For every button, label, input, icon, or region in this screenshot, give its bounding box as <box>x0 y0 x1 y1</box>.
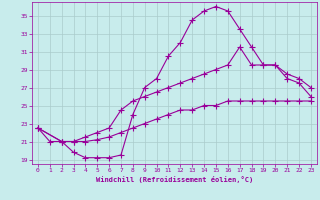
X-axis label: Windchill (Refroidissement éolien,°C): Windchill (Refroidissement éolien,°C) <box>96 176 253 183</box>
